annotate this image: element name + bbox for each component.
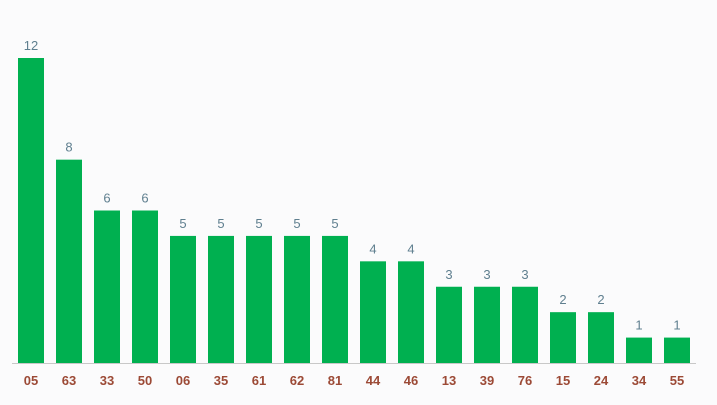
value-label-05: 12 — [24, 38, 38, 53]
bar-15 — [550, 312, 576, 363]
value-label-50: 6 — [141, 191, 148, 206]
bar-46 — [398, 261, 424, 363]
x-tick-label-62: 62 — [290, 373, 304, 388]
value-label-39: 3 — [483, 267, 490, 282]
x-tick-label-63: 63 — [62, 373, 76, 388]
value-label-62: 5 — [293, 216, 300, 231]
bar-group — [18, 58, 690, 363]
x-tick-label-35: 35 — [214, 373, 228, 388]
x-tick-label-81: 81 — [328, 373, 342, 388]
bar-50 — [132, 210, 158, 363]
bar-44 — [360, 261, 386, 363]
value-label-46: 4 — [407, 241, 414, 256]
value-label-15: 2 — [559, 292, 566, 307]
bar-39 — [474, 286, 500, 363]
value-label-13: 3 — [445, 267, 452, 282]
x-tick-label-34: 34 — [632, 373, 647, 388]
bar-13 — [436, 286, 462, 363]
x-tick-label-76: 76 — [518, 373, 532, 388]
value-label-33: 6 — [103, 191, 110, 206]
bar-76 — [512, 286, 538, 363]
value-label-61: 5 — [255, 216, 262, 231]
bar-35 — [208, 235, 234, 363]
value-label-35: 5 — [217, 216, 224, 231]
bar-81 — [322, 235, 348, 363]
bar-05 — [18, 58, 44, 363]
x-tick-label-06: 06 — [176, 373, 190, 388]
x-tick-label-13: 13 — [442, 373, 456, 388]
x-tick-label-33: 33 — [100, 373, 114, 388]
value-label-34: 1 — [635, 318, 642, 333]
value-label-55: 1 — [673, 318, 680, 333]
value-label-group: 12 8 6 6 5 5 5 5 5 4 4 3 3 3 2 2 1 1 — [24, 38, 681, 333]
x-tick-label-group: 05 63 33 50 06 35 61 62 81 44 46 13 39 76 15 24 34 55 — [24, 373, 684, 388]
x-tick-label-50: 50 — [138, 373, 152, 388]
bar-62 — [284, 235, 310, 363]
x-tick-label-46: 46 — [404, 373, 418, 388]
x-tick-label-05: 05 — [24, 373, 38, 388]
bar-33 — [94, 210, 120, 363]
value-label-24: 2 — [597, 292, 604, 307]
x-tick-label-61: 61 — [252, 373, 266, 388]
bar-24 — [588, 312, 614, 363]
value-label-06: 5 — [179, 216, 186, 231]
value-label-81: 5 — [331, 216, 338, 231]
bar-61 — [246, 235, 272, 363]
value-label-76: 3 — [521, 267, 528, 282]
bar-34 — [626, 337, 652, 363]
x-tick-label-44: 44 — [366, 373, 381, 388]
value-label-44: 4 — [369, 241, 376, 256]
x-tick-label-55: 55 — [670, 373, 684, 388]
value-label-63: 8 — [65, 140, 72, 155]
x-tick-label-24: 24 — [594, 373, 609, 388]
x-tick-label-15: 15 — [556, 373, 570, 388]
bar-55 — [664, 337, 690, 363]
x-tick-label-39: 39 — [480, 373, 494, 388]
bar-63 — [56, 159, 82, 363]
bar-06 — [170, 235, 196, 363]
